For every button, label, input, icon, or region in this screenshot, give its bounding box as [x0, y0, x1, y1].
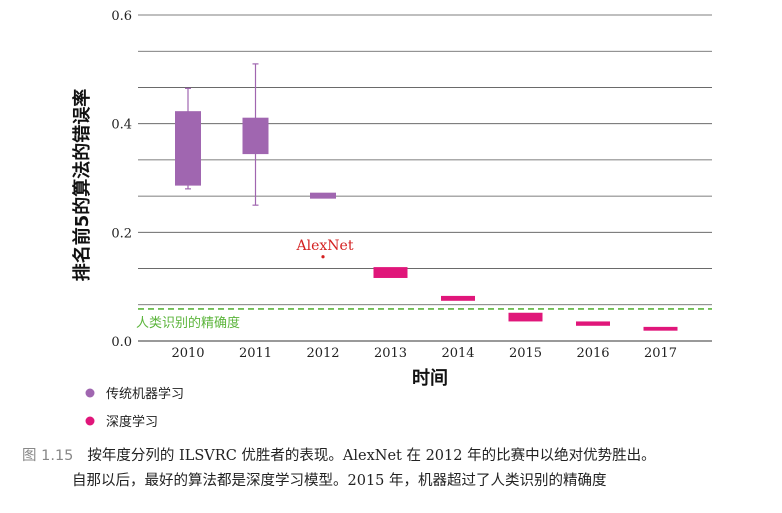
y-tick-label: 0.0 [111, 335, 132, 350]
caption-line-2: 自那以后，最好的算法都是深度学习模型。2015 年，机器超过了人类识别的精确度 [72, 473, 607, 489]
deep-learning-box [373, 267, 408, 278]
caption-line-1: 按年度分列的 ILSVRC 优胜者的表现。AlexNet 在 2012 年的比赛… [87, 448, 656, 464]
figure-caption: 图 1.15 按年度分列的 ILSVRC 优胜者的表现。AlexNet 在 201… [22, 444, 772, 494]
legend-marker [85, 388, 95, 398]
x-tick-label: 2012 [306, 346, 339, 361]
x-tick-label: 2016 [576, 346, 609, 361]
y-axis-label: 排名前5的算法的错误率 [71, 89, 93, 282]
grid-lines [138, 14, 712, 306]
x-tick-label: 2010 [171, 346, 204, 361]
x-tick-label: 2014 [441, 346, 474, 361]
deep-learning-box [576, 321, 610, 326]
x-axis-label: 时间 [412, 368, 448, 389]
x-tick-label: 2015 [509, 346, 542, 361]
x-tick-label: 2013 [374, 346, 407, 361]
figure-number: 图 1.15 [22, 448, 74, 464]
legend-marker [85, 416, 95, 426]
traditional-ml-box [175, 111, 201, 186]
legend-label: 深度学习 [106, 414, 158, 430]
deep-learning-box [441, 295, 475, 301]
x-tick-label: 2011 [239, 346, 272, 361]
legend-label: 传统机器学习 [106, 386, 184, 402]
deep-learning-box [643, 326, 678, 331]
x-tick-label: 2017 [644, 346, 677, 361]
y-tick-label: 0.6 [111, 9, 132, 24]
deep-learning-box [508, 312, 543, 322]
traditional-ml-box [242, 117, 269, 155]
y-tick-label: 0.4 [111, 118, 132, 133]
human-accuracy-label: 人类识别的精确度 [136, 315, 240, 331]
traditional-ml-box [310, 192, 336, 199]
y-tick-label: 0.2 [111, 226, 132, 241]
plot-marks: 人类识别的精确度 AlexNet [136, 63, 712, 331]
alexnet-label: AlexNet [296, 238, 354, 254]
axes: 0.0 0.2 0.4 0.6 2010 2011 2012 2013 2014 2015 2016… [111, 9, 712, 361]
ilsvrc-error-rate-chart: 0.0 0.2 0.4 0.6 2010 2011 2012 2013 2014 2015 2016… [71, 9, 712, 430]
alexnet-point [321, 255, 325, 259]
